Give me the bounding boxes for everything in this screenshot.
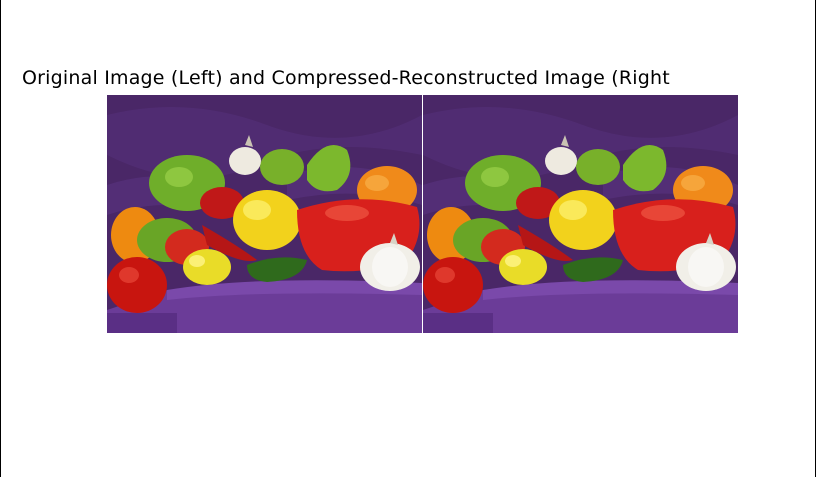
reconstructed-peppers-photo [423, 95, 738, 333]
reconstructed-image [423, 95, 738, 333]
original-image [107, 95, 422, 333]
original-peppers-photo [107, 95, 422, 333]
figure-title: Original Image (Left) and Compressed-Rec… [22, 67, 670, 89]
